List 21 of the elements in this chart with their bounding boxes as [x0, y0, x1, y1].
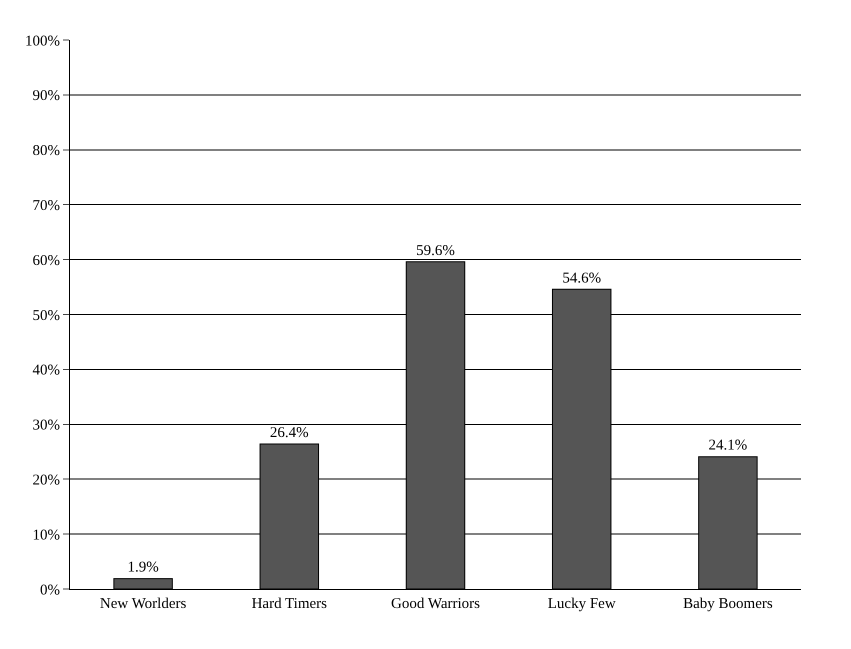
x-tick-label: Hard Timers — [252, 596, 328, 612]
x-tick-label: Lucky Few — [548, 596, 616, 612]
y-tick-label: 10% — [32, 527, 60, 544]
x-tick-label: Baby Boomers — [683, 596, 773, 612]
y-tick-label: 30% — [32, 418, 60, 434]
data-label: 1.9% — [127, 560, 159, 576]
y-tick-label: 80% — [32, 143, 60, 160]
data-label: 59.6% — [416, 242, 455, 259]
data-label: 24.1% — [708, 438, 748, 454]
y-tick-label: 100% — [25, 33, 60, 50]
y-tick-label: 40% — [32, 362, 60, 379]
y-tick-label: 0% — [40, 582, 60, 598]
y-tick-label: 50% — [32, 308, 60, 324]
y-tick-label: 60% — [32, 252, 60, 269]
data-label: 54.6% — [562, 270, 602, 286]
y-tick-label: 20% — [32, 472, 60, 488]
data-label: 26.4% — [270, 425, 309, 442]
y-tick-label: 70% — [32, 198, 60, 214]
y-tick-label: 90% — [32, 88, 60, 104]
x-tick-label: Good Warriors — [391, 596, 480, 612]
x-tick-label: New Worlders — [100, 596, 186, 612]
